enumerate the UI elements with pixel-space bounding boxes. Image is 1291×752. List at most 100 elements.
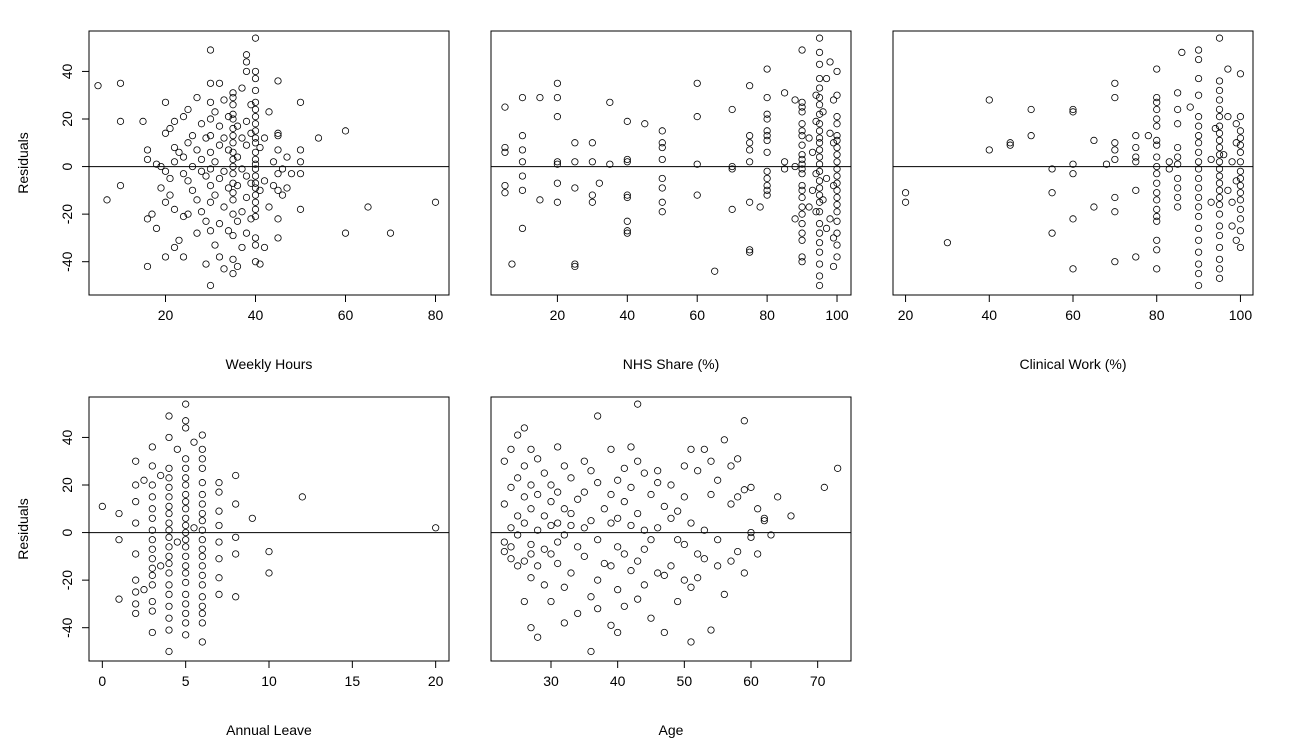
data-point — [229, 124, 237, 133]
data-point — [1165, 158, 1173, 166]
data-point — [274, 215, 282, 223]
data-point — [260, 243, 269, 252]
data-point — [229, 132, 237, 140]
data-point — [833, 143, 841, 152]
data-point — [798, 98, 806, 106]
data-point — [607, 519, 615, 527]
data-point — [188, 132, 197, 140]
data-point — [527, 540, 535, 549]
data-point — [693, 160, 701, 168]
data-point — [152, 224, 161, 233]
data-point — [547, 597, 555, 606]
data-point — [822, 174, 831, 183]
data-point — [833, 172, 841, 180]
data-point — [734, 547, 742, 556]
data-point — [190, 438, 198, 446]
data-point — [540, 545, 548, 553]
data-point — [815, 220, 824, 228]
data-point — [1069, 215, 1077, 223]
data-point — [808, 148, 817, 156]
data-point — [165, 647, 173, 656]
data-point — [901, 198, 910, 206]
data-point — [571, 139, 579, 147]
data-point — [256, 186, 264, 194]
data-point — [798, 103, 806, 111]
data-point — [1224, 186, 1232, 194]
data-point — [833, 132, 841, 140]
data-point — [587, 467, 595, 475]
data-point — [588, 158, 596, 166]
data-point — [680, 493, 688, 501]
data-point — [148, 607, 156, 615]
data-point — [754, 505, 762, 513]
data-point — [165, 483, 173, 491]
data-point — [1194, 165, 1203, 173]
data-point — [170, 143, 179, 152]
data-point — [594, 479, 602, 487]
data-point — [815, 272, 824, 280]
data-point — [658, 155, 666, 164]
data-point — [614, 628, 622, 637]
data-point — [198, 517, 206, 525]
data-point — [798, 46, 806, 54]
x-tick-label: 40 — [981, 307, 997, 323]
data-point — [826, 58, 834, 66]
data-point — [260, 134, 269, 142]
data-point — [520, 519, 528, 527]
data-point — [1232, 139, 1240, 147]
data-point — [233, 122, 242, 130]
data-point — [507, 555, 515, 563]
data-point — [815, 184, 824, 192]
data-point — [640, 469, 648, 477]
data-point — [520, 597, 528, 606]
data-point — [165, 509, 173, 518]
data-point — [238, 243, 246, 252]
y-tick-label: -40 — [59, 617, 75, 637]
data-point — [1232, 120, 1240, 128]
y-tick-label: -40 — [59, 251, 75, 271]
data-point — [520, 557, 528, 565]
data-point — [238, 134, 246, 142]
data-point — [798, 258, 806, 266]
data-point — [518, 186, 527, 194]
data-point — [182, 536, 190, 544]
data-point — [215, 141, 224, 149]
x-tick-label: 30 — [543, 673, 559, 689]
data-point — [833, 229, 841, 237]
data-point — [606, 160, 614, 168]
data-point — [1215, 201, 1224, 209]
data-point — [534, 490, 542, 499]
data-point — [1069, 160, 1077, 168]
data-point — [165, 433, 173, 442]
data-point — [1153, 265, 1161, 273]
data-point — [1228, 198, 1236, 206]
data-point — [182, 505, 190, 513]
data-point — [182, 521, 190, 530]
data-point — [247, 215, 255, 223]
data-point — [553, 93, 562, 102]
data-point — [747, 533, 755, 541]
data-point — [1102, 160, 1111, 168]
data-point — [148, 493, 156, 501]
data-point — [654, 524, 662, 532]
data-point — [763, 174, 771, 183]
data-point — [527, 481, 535, 489]
panel-3: 20 40 60 80 100 Clinical Work (%) — [892, 30, 1254, 372]
data-point — [680, 576, 688, 584]
data-point — [727, 500, 735, 508]
data-point — [640, 581, 648, 589]
data-point — [580, 552, 588, 560]
data-point — [251, 258, 260, 266]
data-point — [1132, 153, 1140, 161]
data-point — [229, 170, 237, 178]
data-point — [132, 609, 140, 618]
data-point — [815, 48, 824, 57]
data-point — [547, 481, 555, 489]
data-point — [274, 234, 282, 242]
data-point — [1194, 236, 1203, 244]
data-point — [501, 189, 509, 197]
data-point — [198, 545, 206, 553]
data-point — [607, 621, 615, 629]
x-tick-label: 40 — [610, 673, 626, 689]
data-point — [193, 146, 201, 154]
